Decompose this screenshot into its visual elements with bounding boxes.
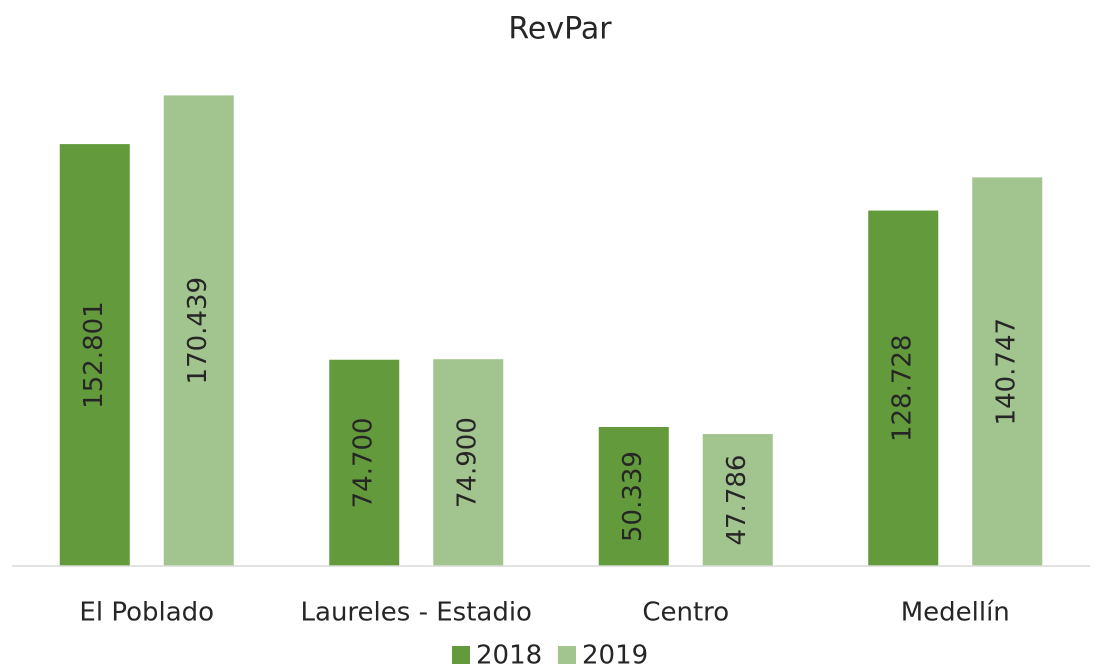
data-label: 152.801 — [79, 301, 109, 409]
bar — [972, 177, 1043, 566]
bar — [433, 359, 504, 566]
bar — [868, 210, 939, 566]
x-tick-label: Laureles - Estadio — [301, 598, 532, 628]
data-label: 140.747 — [992, 318, 1022, 426]
legend-swatch — [558, 646, 576, 664]
bar — [59, 144, 130, 566]
chart-title: RevPar — [508, 12, 612, 47]
bar — [702, 434, 773, 566]
data-label: 170.439 — [183, 277, 213, 385]
data-label: 74.900 — [453, 417, 483, 508]
x-tick-label: Centro — [642, 598, 729, 628]
bar — [598, 427, 669, 566]
bar — [329, 359, 400, 566]
legend-label: 2019 — [582, 641, 648, 670]
data-label: 50.339 — [618, 451, 648, 542]
data-label: 47.786 — [722, 455, 752, 546]
legend-label: 2018 — [476, 641, 542, 670]
data-label: 74.700 — [349, 417, 379, 508]
legend-swatch — [452, 646, 470, 664]
data-label: 128.728 — [888, 335, 918, 443]
x-tick-label: El Poblado — [79, 598, 214, 628]
x-tick-label: Medellín — [901, 598, 1010, 628]
bar — [163, 95, 234, 566]
